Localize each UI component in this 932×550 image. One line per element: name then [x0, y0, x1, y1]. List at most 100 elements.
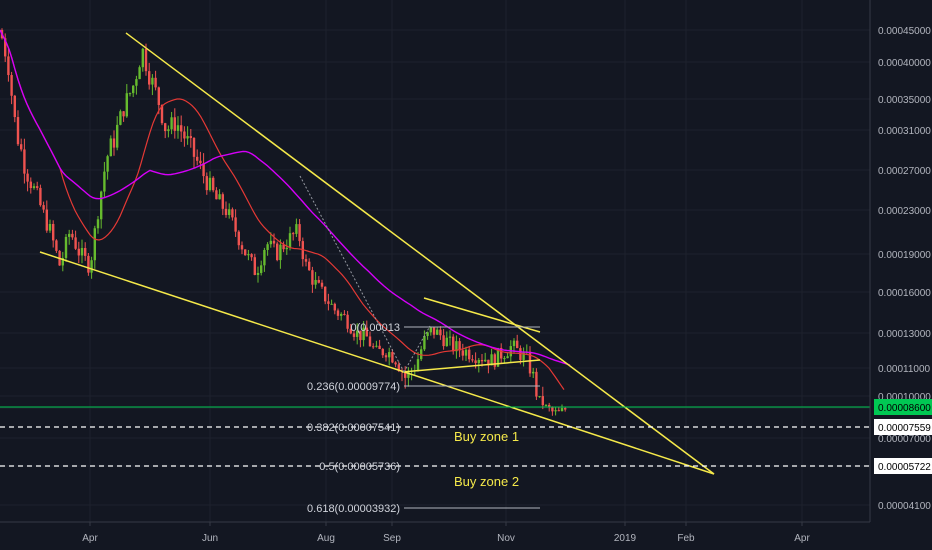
candle-body [80, 248, 84, 256]
price-tick-label: 0.00035000 [878, 95, 931, 106]
candle-body [189, 136, 192, 138]
price-badge [874, 419, 932, 435]
time-tick-label: Feb [677, 533, 695, 544]
candle-body [384, 355, 388, 358]
candle-body [36, 186, 39, 188]
candle-body [445, 337, 448, 347]
price-tick-label: 0.00023000 [878, 206, 931, 217]
ma-fast-line [0, 29, 565, 390]
candle-body [432, 327, 436, 335]
candle-body [61, 257, 64, 266]
candle-body [340, 313, 343, 316]
candle-body [378, 345, 381, 350]
candle-body [90, 260, 93, 273]
candle-body [503, 358, 506, 360]
price-badge-label: 0.00005722 [878, 462, 931, 473]
candle-body [228, 209, 231, 215]
candle-body [407, 370, 410, 378]
buy-zone-label: Buy zone 2 [454, 474, 519, 489]
candle-body [250, 254, 253, 258]
candle-body [544, 404, 548, 406]
candle-body [7, 56, 10, 76]
candle-body [477, 359, 480, 364]
candle-body [333, 303, 336, 311]
candle-body [528, 351, 532, 374]
candle-body [183, 131, 186, 139]
candle-body [416, 359, 420, 371]
candle-body [404, 371, 407, 378]
candle-body [282, 244, 285, 250]
flag-upper-line [423, 297, 541, 333]
candle-body [330, 303, 333, 305]
candle-body [20, 144, 23, 150]
lower-trendline [39, 251, 715, 475]
candle-body [119, 111, 122, 125]
candle-body [128, 93, 132, 95]
candle-body [151, 77, 154, 85]
candle-body [317, 279, 320, 283]
candle-body [192, 137, 196, 157]
candle-body [458, 341, 461, 351]
candle-body [199, 160, 202, 164]
candle-body [10, 75, 13, 96]
candle-body [564, 408, 567, 410]
candle-body [397, 364, 400, 371]
candle-body [141, 48, 144, 68]
time-tick-label: Apr [794, 533, 810, 544]
buy-zone-label: Buy zone 1 [454, 429, 519, 444]
candle-body [557, 410, 560, 412]
candle-body [74, 237, 77, 249]
time-axis[interactable]: Apr Jun Aug Sep Nov 2019 Feb Apr [82, 522, 810, 544]
candle-body [368, 336, 372, 347]
price-axis[interactable]: 0.00045000 0.00040000 0.00035000 0.00031000… [874, 26, 932, 512]
candle-body [500, 347, 503, 359]
fib-level-label: 0.382(0.00007541) [307, 422, 400, 434]
candle-body [439, 329, 442, 336]
price-tick-label: 0.00040000 [878, 58, 931, 69]
time-tick-label: Aug [317, 533, 335, 544]
candle-body [436, 329, 439, 335]
time-tick-label: Apr [82, 533, 98, 544]
candle-body [308, 261, 311, 271]
candle-body [93, 228, 96, 261]
fib-level-label: 0.236(0.00009774) [307, 381, 400, 393]
drawings-layer [0, 32, 870, 475]
candle-body [71, 233, 74, 238]
candle-body [455, 341, 458, 352]
candle-body [295, 224, 298, 234]
candle-body [356, 330, 359, 337]
candle-body [522, 352, 525, 360]
candle-body [132, 85, 135, 94]
candle-body [336, 310, 340, 316]
candle-body [253, 257, 256, 275]
candle-body [234, 217, 237, 232]
candle-body [359, 330, 362, 341]
candle-body [224, 208, 228, 215]
candle-body [493, 354, 496, 367]
candle-body [45, 209, 48, 231]
candle-body [532, 371, 535, 374]
candle-body [138, 67, 141, 80]
candle-body [452, 336, 455, 352]
price-badge-label: 0.00008600 [878, 403, 931, 414]
candle-body [96, 219, 100, 229]
candle-body [180, 125, 183, 132]
candle-body [42, 205, 45, 210]
candle-body [560, 408, 564, 412]
candle-body [144, 48, 148, 72]
candle-body [496, 347, 500, 367]
price-tick-label: 0.00004100 [878, 501, 931, 512]
candle-body [429, 327, 432, 333]
candle-body [548, 404, 551, 408]
candle-body [554, 410, 557, 412]
candle-body [314, 279, 317, 285]
candle-body [391, 352, 394, 363]
time-tick-label: Sep [383, 533, 401, 544]
candle-body [240, 245, 244, 250]
candle-body [423, 336, 426, 350]
candle-body [196, 156, 199, 161]
candle-body [103, 171, 106, 192]
ma-slow-line [0, 29, 571, 366]
candle-body [109, 138, 112, 157]
